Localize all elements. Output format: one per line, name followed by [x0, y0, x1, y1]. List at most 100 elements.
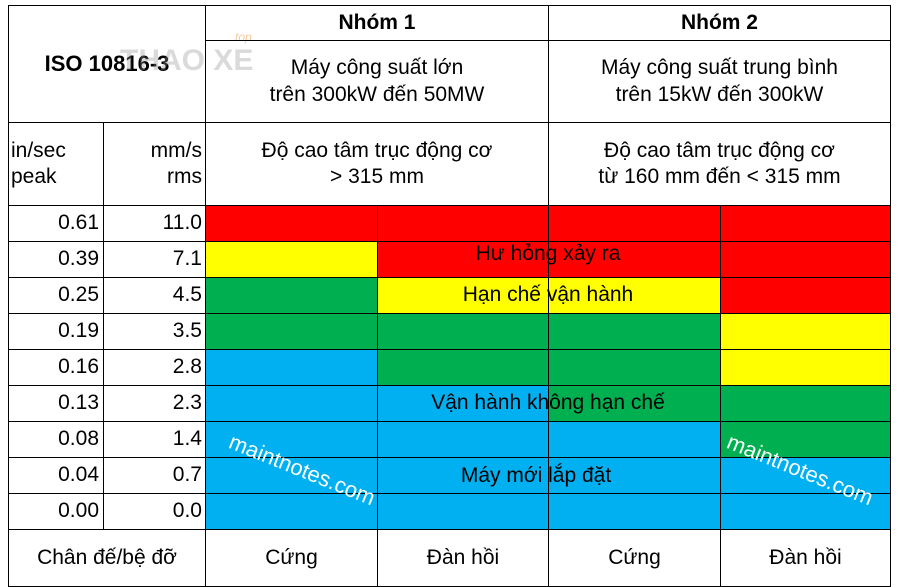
zone-cell — [720, 349, 891, 386]
mm-s-value: 1.4 — [172, 427, 202, 451]
zone-cell — [548, 349, 721, 386]
zone-cell — [720, 385, 891, 422]
group-name-text: Nhóm 1 — [338, 10, 416, 34]
value-cell: 2.3 — [103, 385, 206, 422]
value-cell: 4.5 — [103, 277, 206, 314]
group-name: Nhóm 1 — [205, 5, 549, 41]
footer-cell: Đàn hồi — [377, 529, 549, 587]
mm-s-value: 0.0 — [172, 499, 202, 523]
mm-s-value: 4.5 — [172, 283, 202, 307]
in-sec-value: 0.08 — [58, 427, 99, 451]
logo-watermark: THAO XE — [120, 44, 254, 77]
mm-s-value: 11.0 — [162, 211, 202, 235]
group-desc-line: trên 15kW đến 300kW — [615, 82, 824, 106]
value-cell: 7.1 — [103, 241, 206, 278]
zone-label: Hư hỏng xảy ra — [475, 242, 621, 265]
zone-cell — [205, 277, 378, 314]
group-desc-line: trên 300kW đến 50MW — [269, 82, 485, 106]
unit-line: mm/s — [150, 138, 202, 162]
zone-cell — [377, 349, 549, 386]
in-sec-value: 0.13 — [58, 391, 99, 415]
group-desc: Máy công suất lớn trên 300kW đến 50MW — [205, 40, 549, 123]
zone-cell — [548, 205, 721, 242]
in-sec-value: 0.16 — [58, 355, 99, 379]
unit-line: in/sec — [11, 138, 66, 162]
footer-cell: Chân đế/bệ đỡ — [8, 529, 206, 587]
footer-text: Cứng — [608, 545, 661, 569]
value-cell: 0.61 — [8, 205, 104, 242]
zone-cell — [720, 205, 891, 242]
group-name-text: Nhóm 2 — [680, 10, 758, 34]
zone-cell — [548, 313, 721, 350]
value-cell: 11.0 — [103, 205, 206, 242]
zone-cell — [720, 241, 891, 278]
zone-cell — [377, 313, 549, 350]
group-height-line: từ 160 mm đến < 315 mm — [598, 165, 841, 188]
in-sec-value: 0.61 — [58, 211, 99, 235]
group-desc-line: Máy công suất lớn — [290, 56, 464, 80]
unit-line: rms — [167, 165, 202, 188]
zone-cell — [377, 205, 549, 242]
footer-text: Đàn hồi — [426, 545, 500, 569]
mm-s-value: 2.8 — [172, 355, 202, 379]
footer-cell: Cứng — [205, 529, 378, 587]
value-cell: 1.4 — [103, 421, 206, 458]
zone-cell — [205, 385, 378, 422]
zone-cell — [205, 241, 378, 278]
zone-cell — [205, 205, 378, 242]
zone-label: Hạn chế vận hành — [462, 283, 634, 306]
value-cell: 0.16 — [8, 349, 104, 386]
footer-text: Chân đế/bệ đỡ — [37, 545, 177, 569]
group-desc: Máy công suất trung bình trên 15kW đến 30… — [548, 40, 891, 123]
mm-s-value: 7.1 — [172, 247, 202, 271]
value-cell: 0.25 — [8, 277, 104, 314]
value-cell: 0.0 — [103, 493, 206, 530]
value-cell: 0.19 — [8, 313, 104, 350]
value-cell: 0.13 — [8, 385, 104, 422]
zone-cell — [548, 385, 721, 422]
zone-cell — [548, 241, 721, 278]
footer-cell: Đàn hồi — [720, 529, 891, 587]
value-cell: 2.8 — [103, 349, 206, 386]
mm-s-value: 3.5 — [172, 319, 202, 343]
value-cell: 0.39 — [8, 241, 104, 278]
footer-text: Đàn hồi — [769, 545, 842, 569]
group-height-line: Độ cao tâm trục động cơ — [604, 138, 835, 162]
unit-line: peak — [11, 165, 57, 188]
zone-cell — [377, 493, 549, 530]
zone-cell — [720, 313, 891, 350]
group-name: Nhóm 2 — [548, 5, 891, 41]
in-sec-value: 0.25 — [58, 283, 99, 307]
group-desc-line: Máy công suất trung bình — [601, 56, 838, 80]
group-height: Độ cao tâm trục động cơ > 315 mm — [205, 122, 549, 206]
value-cell: 0.04 — [8, 457, 104, 494]
in-sec-value: 0.04 — [58, 463, 99, 487]
mm-s-value: 0.7 — [172, 463, 202, 487]
unit-cell: mm/s rms — [103, 122, 206, 206]
zone-cell — [205, 313, 378, 350]
zone-label: Máy mới lắp đặt — [460, 464, 612, 487]
value-cell: 0.08 — [8, 421, 104, 458]
zone-cell — [720, 277, 891, 314]
in-sec-value: 0.19 — [58, 319, 99, 343]
unit-cell: in/sec peak — [8, 122, 104, 206]
footer-text: Cứng — [265, 545, 318, 569]
group-height-line: Độ cao tâm trục động cơ — [261, 138, 493, 162]
group-height-line: > 315 mm — [330, 165, 424, 188]
in-sec-value: 0.39 — [58, 247, 99, 271]
group-height: Độ cao tâm trục động cơ từ 160 mm đến < 3… — [548, 122, 891, 206]
zone-cell — [548, 421, 721, 458]
mm-s-value: 2.3 — [172, 391, 202, 415]
zone-cell — [548, 277, 721, 314]
footer-cell: Cứng — [548, 529, 721, 587]
in-sec-value: 0.00 — [58, 499, 99, 523]
standard-label: ISO 10816-3 — [44, 51, 170, 77]
zone-label: Vận hành không hạn chế — [431, 391, 665, 414]
value-cell: 0.00 — [8, 493, 104, 530]
zone-cell — [548, 493, 721, 530]
value-cell: 3.5 — [103, 313, 206, 350]
zone-cell — [205, 349, 378, 386]
value-cell: 0.7 — [103, 457, 206, 494]
zone-cell — [377, 421, 549, 458]
